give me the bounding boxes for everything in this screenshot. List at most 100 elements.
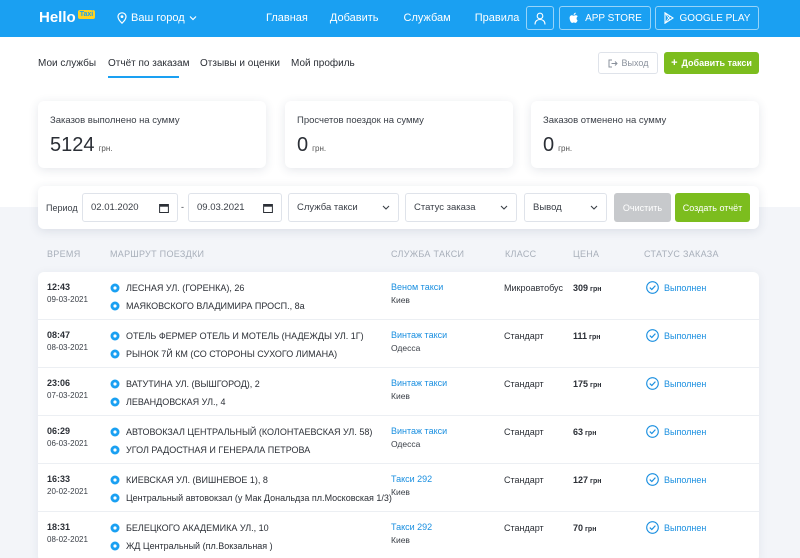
- table-row[interactable]: 18:31 08-02-2021 БЕЛЕЦКОГО АКАДЕМИКА УЛ., …: [38, 512, 759, 558]
- nav-add[interactable]: Добавить: [329, 12, 379, 24]
- add-taxi-button[interactable]: + Добавить такси: [664, 52, 759, 74]
- row-city: Киев: [391, 535, 410, 545]
- row-date: 20-02-2021: [47, 487, 88, 496]
- col-header-status: СТАТУС ЗАКАЗА: [644, 249, 719, 259]
- row-price-currency: грн: [589, 334, 601, 341]
- location-pin-icon: [110, 493, 120, 503]
- row-date: 06-03-2021: [47, 439, 88, 448]
- stat-cancelled-card: Заказов отменено на сумму 0 грн.: [531, 101, 759, 168]
- service-select-value: Служба такси: [297, 202, 358, 213]
- stat-calculations-currency: грн.: [312, 144, 327, 153]
- location-pin-icon: [110, 379, 120, 389]
- location-pin-icon: [110, 541, 120, 551]
- row-status-label: Выполнен: [664, 474, 707, 485]
- route-to: Центральный автовокзал (у Мак Дональдза …: [126, 493, 392, 503]
- route-to: ЖД Центральный (пл.Вокзальная ): [126, 541, 273, 551]
- table-row[interactable]: 08:47 08-03-2021 ОТЕЛЬ ФЕРМЕР ОТЕЛЬ И МОТЕ…: [38, 320, 759, 368]
- chevron-down-icon: [500, 205, 508, 210]
- location-icon: [117, 12, 127, 24]
- stat-completed-label: Заказов выполнено на сумму: [50, 115, 180, 126]
- row-status: Выполнен: [646, 329, 706, 342]
- stat-completed-card: Заказов выполнено на сумму 5124 грн.: [38, 101, 266, 168]
- row-time: 16:33: [47, 474, 71, 484]
- route-from: АВТОВОКЗАЛ ЦЕНТРАЛЬНЫЙ (КОЛОНТАЕВСКАЯ УЛ…: [126, 427, 373, 437]
- date-to-input[interactable]: 09.03.2021: [188, 193, 282, 222]
- row-price-currency: грн: [590, 286, 602, 293]
- tab-reviews[interactable]: Отзывы и оценки: [200, 58, 280, 69]
- filters-bar: Период 02.01.2020 - 09.03.2021 Служба та…: [38, 186, 759, 229]
- row-service-link[interactable]: Винтаж такси: [391, 426, 448, 436]
- col-header-service: СЛУЖБА ТАКСИ: [391, 249, 465, 259]
- table-row[interactable]: 16:33 20-02-2021 КИЕВСКАЯ УЛ. (ВИШНЕВОЕ 1)…: [38, 464, 759, 512]
- service-select[interactable]: Служба такси: [288, 193, 399, 222]
- stat-completed-currency: грн.: [98, 144, 113, 153]
- row-price-value: 70: [573, 523, 584, 533]
- tab-my-services[interactable]: Мои службы: [38, 58, 97, 69]
- route-from: ЛЕСНАЯ УЛ. (ГОРЕНКА), 26: [126, 283, 245, 293]
- check-circle-icon: [646, 521, 659, 534]
- logo-badge: Taxi: [77, 10, 96, 19]
- status-select[interactable]: Статус заказа: [405, 193, 517, 222]
- create-report-button[interactable]: Создать отчёт: [675, 193, 750, 222]
- row-price-value: 175: [573, 379, 589, 389]
- tab-profile[interactable]: Мой профиль: [291, 58, 355, 69]
- row-class: Стандарт: [504, 427, 544, 437]
- city-label: Ваш город: [131, 12, 185, 24]
- google-play-button[interactable]: GOOGLE PLAY: [655, 6, 759, 30]
- nav-services[interactable]: Службам: [403, 12, 451, 24]
- output-select-value: Вывод: [533, 202, 562, 213]
- status-select-value: Статус заказа: [414, 202, 476, 213]
- table-row[interactable]: 06:29 06-03-2021 АВТОВОКЗАЛ ЦЕНТРАЛЬНЫЙ (К…: [38, 416, 759, 464]
- logo[interactable]: Hello Taxi: [39, 9, 96, 26]
- row-status-label: Выполнен: [664, 378, 707, 389]
- period-label: Период: [46, 203, 78, 213]
- nav-home[interactable]: Главная: [266, 12, 308, 24]
- row-city: Киев: [391, 391, 410, 401]
- row-route: БЕЛЕЦКОГО АКАДЕМИКА УЛ., 10 ЖД Центральны…: [110, 521, 380, 557]
- row-date: 09-03-2021: [47, 295, 88, 304]
- row-status: Выполнен: [646, 281, 706, 294]
- route-to: УГОЛ РАДОСТНАЯ И ГЕНЕРАЛА ПЕТРОВА: [126, 445, 311, 455]
- app-store-button[interactable]: APP STORE: [559, 6, 651, 30]
- top-header: Hello Taxi Ваш город Главная Добавить Сл…: [0, 0, 800, 37]
- row-class: Микроавтобус: [504, 283, 563, 293]
- row-class: Стандарт: [504, 475, 544, 485]
- table-row[interactable]: 23:06 07-03-2021 ВАТУТИНА УЛ. (ВЫШГОРОД), …: [38, 368, 759, 416]
- orders-table: 12:43 09-03-2021 ЛЕСНАЯ УЛ. (ГОРЕНКА), 26 М…: [38, 272, 759, 558]
- row-price: 111 грн: [573, 331, 600, 341]
- row-date: 07-03-2021: [47, 391, 88, 400]
- row-time: 18:31: [47, 522, 71, 532]
- date-from-input[interactable]: 02.01.2020: [82, 193, 178, 222]
- exit-button[interactable]: Выход: [598, 52, 658, 74]
- nav-rules[interactable]: Правила: [474, 12, 520, 24]
- row-status: Выполнен: [646, 425, 706, 438]
- date-separator: -: [181, 202, 184, 212]
- row-route: ОТЕЛЬ ФЕРМЕР ОТЕЛЬ И МОТЕЛЬ (НАДЕЖДЫ УЛ.…: [110, 329, 380, 365]
- row-status-label: Выполнен: [664, 330, 707, 341]
- row-price-currency: грн: [590, 478, 602, 485]
- user-icon: [534, 12, 546, 25]
- row-time: 08:47: [47, 330, 71, 340]
- row-price-currency: грн: [585, 430, 597, 437]
- table-row[interactable]: 12:43 09-03-2021 ЛЕСНАЯ УЛ. (ГОРЕНКА), 26 М…: [38, 272, 759, 320]
- logo-text: Hello: [39, 9, 76, 26]
- user-button[interactable]: [526, 6, 554, 30]
- row-service-link[interactable]: Такси 292: [391, 522, 433, 532]
- col-header-price: ЦЕНА: [573, 249, 600, 259]
- add-taxi-label: Добавить такси: [681, 58, 752, 68]
- check-circle-icon: [646, 473, 659, 486]
- tab-orders-report[interactable]: Отчёт по заказам: [108, 58, 190, 69]
- clear-button[interactable]: Очистить: [614, 193, 671, 222]
- row-status: Выполнен: [646, 521, 706, 534]
- row-service-link[interactable]: Такси 292: [391, 474, 433, 484]
- output-select[interactable]: Вывод: [524, 193, 607, 222]
- chevron-down-icon: [590, 205, 598, 210]
- row-service-link[interactable]: Винтаж такси: [391, 378, 448, 388]
- row-service-link[interactable]: Винтаж такси: [391, 330, 448, 340]
- row-status-label: Выполнен: [664, 282, 707, 293]
- stat-calculations-card: Просчетов поездок на сумму 0 грн.: [285, 101, 513, 168]
- route-to: МАЯКОВСКОГО ВЛАДИМИРА ПРОСП., 8а: [126, 301, 305, 311]
- row-service-link[interactable]: Веном такси: [391, 282, 444, 292]
- city-selector[interactable]: Ваш город: [117, 12, 197, 24]
- row-class: Стандарт: [504, 523, 544, 533]
